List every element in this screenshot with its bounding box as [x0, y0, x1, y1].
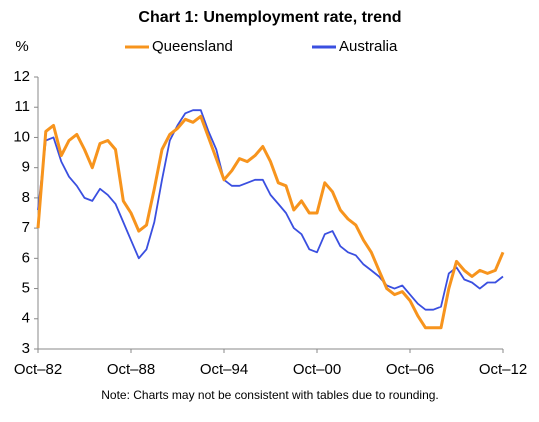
y-tick-label: 12 [13, 68, 30, 85]
x-tick-label: Oct–94 [200, 361, 248, 378]
y-tick-label: 3 [22, 340, 30, 357]
y-tick-label: 5 [22, 280, 30, 297]
y-tick-label: 11 [14, 98, 30, 115]
series-line [36, 114, 505, 330]
y-tick-label: 8 [22, 189, 30, 206]
y-tick-label: 6 [22, 249, 30, 266]
x-tick-label: Oct–88 [107, 361, 155, 378]
y-tick-label: 4 [22, 310, 30, 327]
y-tick-label: 10 [13, 128, 30, 145]
y-tick-label: 9 [22, 159, 30, 176]
x-tick-label: Oct–06 [386, 361, 434, 378]
series-line [37, 109, 504, 311]
y-tick-label: 7 [22, 219, 30, 236]
x-tick-label: Oct–12 [479, 361, 527, 378]
note: Note: Charts may not be consistent with … [101, 388, 439, 402]
legend-label: Queensland [152, 38, 233, 55]
x-tick-label: Oct–82 [14, 361, 62, 378]
legend-label: Australia [339, 38, 398, 55]
x-tick-label: Oct–00 [293, 361, 341, 378]
y-axis-label: % [15, 38, 28, 55]
chart-title: Chart 1: Unemployment rate, trend [138, 9, 401, 26]
